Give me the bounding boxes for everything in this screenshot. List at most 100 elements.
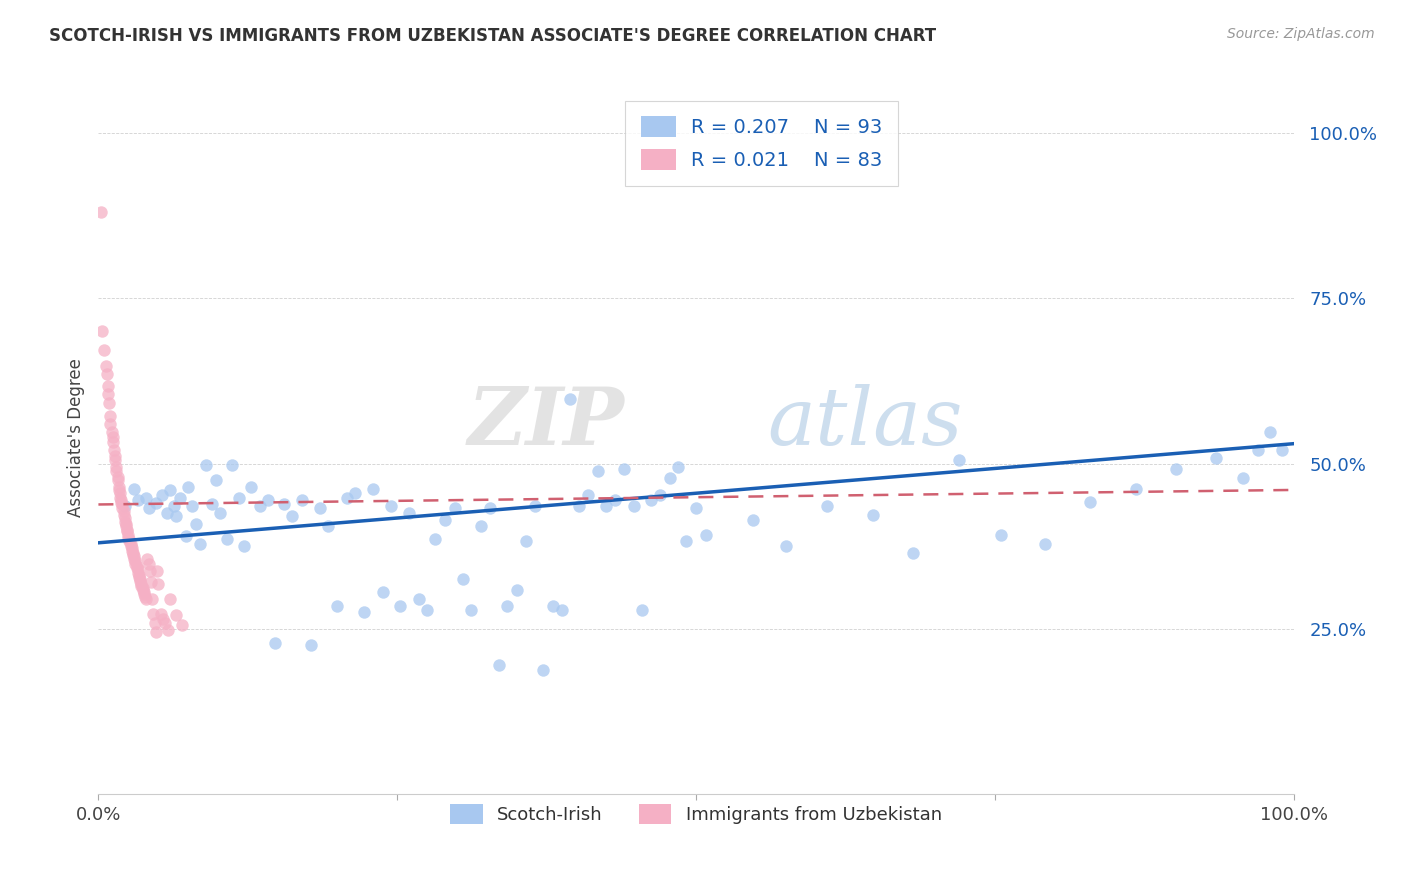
Point — [108, 486, 131, 500]
Point — [94, 359, 117, 373]
Point — [98, 417, 122, 431]
Point — [150, 488, 173, 502]
Point — [114, 500, 136, 514]
Point — [124, 552, 146, 566]
Point — [408, 591, 430, 606]
Point — [111, 498, 134, 512]
Point — [128, 570, 150, 584]
Point — [132, 587, 155, 601]
Point — [506, 583, 529, 598]
Point — [105, 465, 128, 479]
Point — [105, 459, 128, 474]
Point — [240, 480, 263, 494]
Point — [101, 430, 124, 444]
Point — [1258, 425, 1281, 439]
Point — [131, 581, 153, 595]
Point — [128, 567, 150, 582]
Point — [114, 510, 136, 524]
Point — [165, 608, 187, 623]
Point — [156, 623, 179, 637]
Point — [388, 599, 411, 613]
Point — [172, 618, 194, 632]
Point — [108, 491, 131, 505]
Point — [121, 543, 143, 558]
Point — [273, 498, 295, 512]
Point — [249, 500, 271, 514]
Point — [1166, 462, 1188, 476]
Point — [479, 501, 502, 516]
Point — [948, 453, 970, 467]
Point — [903, 546, 925, 560]
Point — [326, 599, 349, 613]
Point — [233, 539, 256, 553]
Point — [434, 513, 457, 527]
Point — [138, 501, 160, 516]
Point — [1247, 443, 1270, 458]
Point — [125, 558, 148, 573]
Point — [990, 528, 1012, 542]
Text: atlas: atlas — [768, 384, 963, 461]
Point — [104, 453, 127, 467]
Point — [136, 552, 159, 566]
Point — [291, 492, 314, 507]
Point — [1232, 471, 1254, 485]
Point — [131, 583, 153, 598]
Point — [117, 531, 139, 545]
Point — [120, 537, 142, 551]
Point — [125, 561, 148, 575]
Point — [107, 480, 129, 494]
Point — [344, 486, 367, 500]
Point — [353, 605, 375, 619]
Point — [541, 599, 564, 613]
Point — [685, 501, 707, 516]
Point — [416, 603, 439, 617]
Point — [862, 508, 884, 522]
Point — [180, 500, 202, 514]
Point — [98, 409, 122, 423]
Point — [107, 473, 129, 487]
Point — [96, 368, 118, 382]
Point — [613, 462, 636, 476]
Point — [124, 482, 146, 496]
Point — [371, 585, 394, 599]
Point — [695, 528, 717, 542]
Point — [195, 458, 218, 472]
Point — [742, 513, 765, 527]
Point — [204, 473, 226, 487]
Point — [658, 471, 681, 485]
Point — [523, 500, 546, 514]
Point — [815, 500, 838, 514]
Point — [1080, 495, 1102, 509]
Point — [110, 492, 132, 507]
Point — [100, 425, 122, 439]
Point — [132, 585, 155, 599]
Point — [114, 515, 136, 529]
Text: ZIP: ZIP — [467, 384, 624, 461]
Point — [560, 392, 582, 406]
Point — [118, 534, 141, 549]
Point — [586, 465, 609, 479]
Point — [127, 492, 149, 507]
Point — [578, 488, 600, 502]
Point — [165, 509, 187, 524]
Point — [188, 537, 211, 551]
Point — [129, 572, 152, 586]
Point — [104, 449, 127, 463]
Point — [120, 539, 142, 553]
Point — [117, 528, 139, 542]
Point — [143, 616, 166, 631]
Point — [443, 501, 465, 516]
Point — [115, 517, 138, 532]
Point — [148, 576, 170, 591]
Point — [488, 658, 510, 673]
Point — [110, 496, 132, 510]
Point — [97, 378, 120, 392]
Point — [131, 579, 153, 593]
Point — [145, 496, 167, 510]
Point — [1205, 451, 1227, 466]
Point — [228, 491, 250, 505]
Point — [551, 603, 574, 617]
Point — [107, 469, 129, 483]
Point — [134, 590, 156, 604]
Point — [675, 534, 697, 549]
